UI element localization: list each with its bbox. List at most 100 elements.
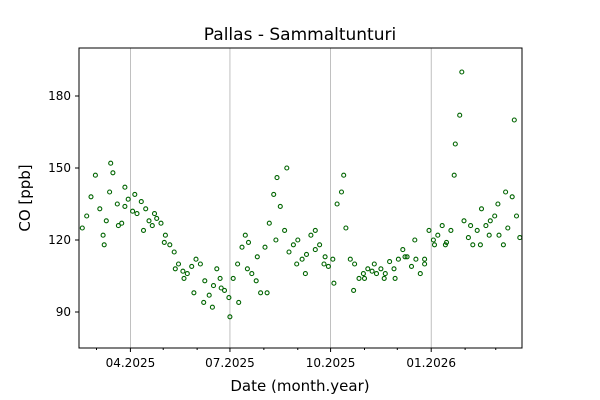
data-point <box>503 189 509 195</box>
data-point <box>217 275 223 281</box>
data-point <box>312 247 318 253</box>
data-point <box>430 237 436 243</box>
data-point <box>422 256 428 262</box>
grid-lines <box>130 48 432 348</box>
data-point <box>138 199 144 205</box>
data-point <box>253 278 259 284</box>
data-point <box>181 275 187 281</box>
data-point <box>189 263 195 269</box>
data-point <box>122 203 128 209</box>
data-point <box>496 232 502 238</box>
data-point <box>451 172 457 178</box>
data-point <box>391 266 397 272</box>
data-point <box>161 239 167 245</box>
data-point <box>100 232 106 238</box>
chart-title: Pallas - Sammaltunturi <box>204 25 396 45</box>
data-point <box>413 256 419 262</box>
data-point <box>103 218 109 224</box>
data-point <box>509 194 515 200</box>
data-point <box>400 247 406 253</box>
data-point <box>92 172 98 178</box>
data-point <box>284 165 290 171</box>
data-point <box>119 220 125 226</box>
data-point <box>154 215 160 221</box>
data-point <box>108 160 114 166</box>
data-point <box>461 218 467 224</box>
data-point <box>439 223 445 229</box>
data-point <box>221 287 228 293</box>
data-point <box>101 242 107 248</box>
data-point <box>273 237 279 243</box>
data-point <box>115 223 121 229</box>
data-point <box>209 304 215 310</box>
data-point <box>114 201 120 207</box>
data-point <box>167 242 173 248</box>
data-point <box>408 263 415 269</box>
data-point <box>402 254 408 260</box>
data-point <box>343 225 349 231</box>
data-point <box>227 314 233 320</box>
data-point <box>242 232 248 238</box>
data-point <box>392 275 398 281</box>
data-point <box>483 223 489 229</box>
data-point <box>513 213 520 219</box>
data-point <box>277 203 283 209</box>
data-point <box>162 232 168 238</box>
data-point <box>351 287 357 293</box>
x-tick-label: 10.2025 <box>306 356 356 370</box>
data-point <box>271 191 277 197</box>
plot-frame <box>78 47 523 349</box>
data-point <box>517 235 523 241</box>
data-point <box>341 172 347 178</box>
y-tick-label: 180 <box>48 89 71 103</box>
data-point <box>88 194 94 200</box>
x-tick-label: 04.2025 <box>106 356 156 370</box>
data-point <box>317 242 323 248</box>
data-point <box>172 266 178 272</box>
data-point <box>245 239 252 245</box>
data-point <box>258 290 264 296</box>
data-point <box>382 271 388 277</box>
data-point <box>435 232 441 238</box>
data-point <box>356 275 362 281</box>
data-point <box>422 261 428 267</box>
data-point <box>262 244 268 250</box>
data-point <box>486 232 492 238</box>
data-point <box>417 271 423 277</box>
data-point <box>365 266 371 272</box>
axis-ticks: 04.2025 07.2025 10.2025 01.2026 90 120 150 180 <box>48 89 497 370</box>
data-point <box>331 280 337 286</box>
data-point <box>197 261 203 267</box>
data-point <box>282 227 288 233</box>
data-point <box>360 271 366 277</box>
data-point <box>448 227 454 233</box>
data-point <box>125 196 131 202</box>
data-point <box>132 191 138 197</box>
data-point <box>303 251 310 257</box>
data-point <box>239 244 245 250</box>
data-point <box>206 292 212 298</box>
data-point <box>325 263 331 269</box>
y-tick-label: 90 <box>56 305 71 319</box>
x-tick-label: 07.2025 <box>205 356 255 370</box>
data-point <box>97 206 103 212</box>
data-point <box>180 268 186 274</box>
data-point <box>218 285 224 291</box>
data-point <box>378 266 384 272</box>
data-point <box>412 237 418 243</box>
data-point <box>244 266 250 272</box>
data-point <box>84 213 90 219</box>
data-point <box>286 249 292 255</box>
data-point <box>254 254 260 260</box>
data-point <box>79 225 85 231</box>
data-point <box>474 227 480 233</box>
data-point <box>505 225 511 231</box>
data-point <box>426 227 432 233</box>
data-point <box>274 175 280 181</box>
data-point <box>210 283 217 289</box>
data-point <box>201 299 207 305</box>
data-point <box>352 261 358 267</box>
data-point <box>492 213 498 219</box>
data-point <box>477 242 483 248</box>
data-point <box>264 290 270 296</box>
